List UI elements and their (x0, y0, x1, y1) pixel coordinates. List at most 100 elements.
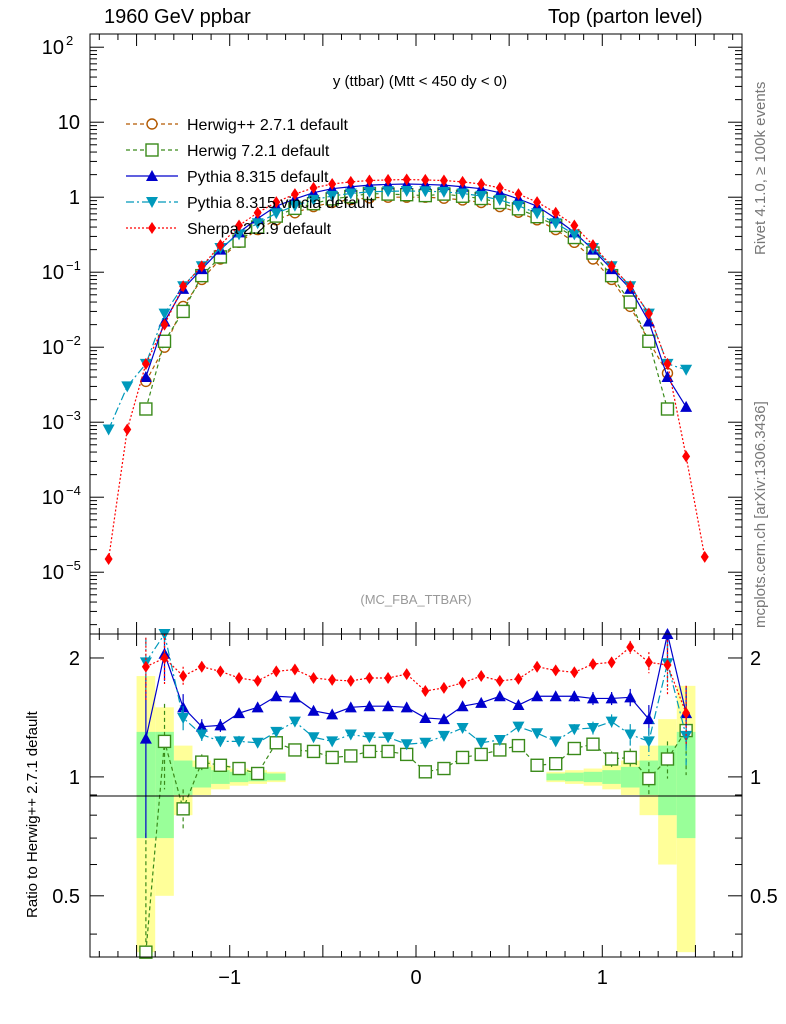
data-point-ratio (530, 758, 544, 772)
data-point-ratio (439, 681, 448, 694)
watermark: (MC_FBA_TTBAR) (360, 592, 471, 607)
data-point-ratio (588, 658, 597, 671)
legend-marker (146, 118, 158, 130)
data-point-ratio (344, 729, 357, 741)
green-band-bin (676, 731, 696, 839)
data-point-main (253, 206, 262, 219)
data-point-main (160, 318, 169, 331)
data-point-ratio (475, 696, 488, 708)
data-point-main (437, 186, 450, 198)
data-point-main (588, 239, 597, 252)
data-point-main (439, 174, 448, 187)
data-point-main (419, 186, 432, 198)
data-point-main (531, 208, 544, 220)
data-point-main (402, 173, 411, 186)
data-point-main (680, 364, 693, 376)
data-point-ratio (381, 744, 395, 759)
data-point-ratio (605, 692, 618, 704)
y-tick-label-main: 10 (42, 562, 64, 584)
data-point-main (251, 218, 264, 230)
mcplots-info: mcplots.cern.ch [arXiv:1306.3436] (752, 401, 769, 628)
y-tick-label-exponent: −2 (66, 333, 81, 348)
data-point-ratio (623, 750, 637, 765)
legend-label: Herwig++ 2.7.1 default (187, 117, 349, 134)
data-point-ratio (269, 736, 283, 750)
data-point-main (326, 190, 339, 202)
axes (90, 34, 742, 957)
data-point-ratio (326, 736, 339, 748)
data-point-ratio (157, 734, 172, 749)
data-point-main (495, 181, 504, 194)
data-point-ratio (458, 676, 467, 689)
data-point-main (642, 315, 655, 327)
data-point-ratio (586, 722, 599, 734)
data-point-ratio (179, 670, 188, 683)
data-point-main (660, 402, 675, 416)
data-point-main (570, 219, 579, 232)
data-point-ratio (400, 701, 413, 713)
data-point-ratio (495, 674, 504, 687)
data-point-main (344, 188, 357, 200)
data-point-ratio (346, 674, 355, 687)
y-tick-label-main: 10 (58, 112, 80, 134)
data-point-ratio (325, 750, 339, 765)
data-point-main (288, 200, 301, 212)
data-point-ratio (549, 756, 563, 771)
data-point-ratio (421, 684, 430, 697)
series-line-ratio (145, 632, 687, 745)
data-point-main (141, 357, 150, 370)
data-point-ratio (309, 671, 318, 684)
data-point-ratio (568, 690, 581, 702)
data-point-ratio (644, 656, 653, 669)
data-point-ratio (253, 674, 262, 687)
data-point-main (179, 280, 188, 293)
data-point-main (626, 280, 635, 293)
legend-marker (146, 197, 158, 208)
data-point-ratio (251, 701, 264, 713)
data-point-ratio (437, 730, 450, 742)
data-point-ratio (642, 771, 656, 786)
data-point-ratio (251, 737, 264, 749)
data-point-main (475, 190, 488, 202)
y-tick-label-exponent: −1 (66, 258, 81, 273)
data-point-main (365, 174, 374, 187)
data-point-ratio (344, 701, 357, 713)
data-point-ratio (493, 690, 506, 702)
data-point-ratio (306, 744, 321, 759)
y-tick-label-ratio: 0.5 (52, 886, 80, 908)
data-point-main (158, 308, 171, 320)
rivet-info: Rivet 4.1.0, ≥ 100k events (752, 81, 769, 255)
legend-label: Herwig 7.2.1 default (187, 143, 330, 160)
data-point-ratio (512, 699, 525, 711)
data-point-ratio (402, 668, 411, 681)
data-point-main (700, 550, 709, 563)
data-point-ratio (288, 716, 301, 728)
y-tick-label-exponent: 2 (66, 33, 73, 48)
y-tick-label-ratio: 2 (69, 648, 80, 670)
data-point-ratio (626, 641, 635, 654)
data-point-main (384, 173, 393, 186)
data-point-main (533, 196, 542, 209)
data-point-ratio (586, 737, 600, 751)
data-point-ratio (512, 721, 525, 733)
header-right: Top (parton level) (548, 6, 703, 28)
data-point-ratio (660, 752, 675, 766)
header-left: 1960 GeV ppbar (104, 6, 251, 28)
data-point-main (382, 186, 395, 198)
series-line-ratio (145, 646, 687, 714)
data-point-ratio (419, 711, 432, 723)
data-point-ratio (570, 666, 579, 679)
data-point-main (157, 334, 172, 348)
x-tick-label: 1 (597, 967, 608, 989)
data-point-ratio (197, 660, 206, 673)
data-point-main (102, 424, 115, 436)
y-tick-label-main: 10 (42, 412, 64, 434)
data-point-ratio (475, 737, 488, 749)
data-point-ratio (624, 691, 637, 703)
series-curves (102, 173, 709, 959)
data-point-main (477, 178, 486, 190)
series-line-ratio (145, 633, 687, 739)
x-tick-label: −1 (218, 967, 241, 989)
